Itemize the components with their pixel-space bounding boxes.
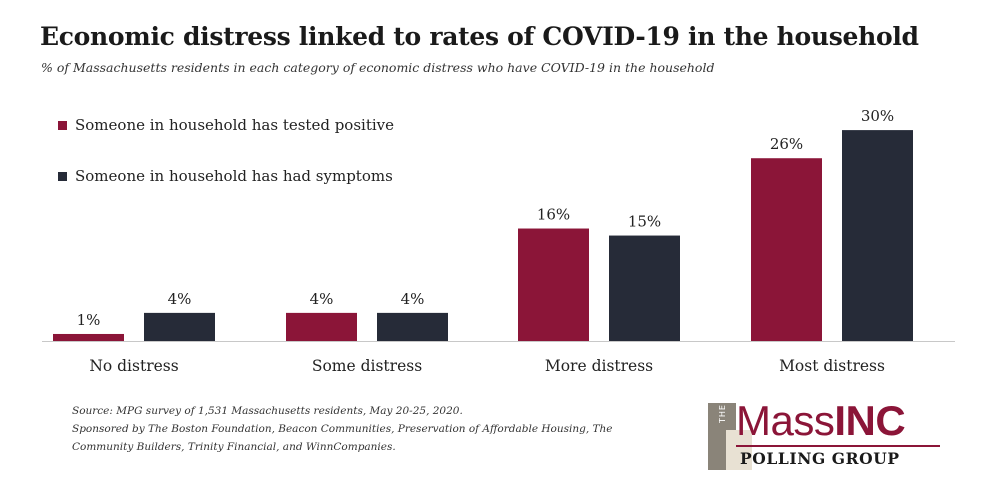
- legend: Someone in household has tested positive…: [58, 114, 394, 216]
- logo-wordmark: MassINC: [736, 397, 906, 445]
- category-label-1: Some distress: [312, 357, 422, 375]
- category-label-2: More distress: [545, 357, 653, 375]
- bar-symptoms-0: [144, 312, 215, 341]
- data-label-symptoms-1: 4%: [401, 290, 425, 308]
- logo-rule: [736, 445, 940, 447]
- footnote: Source: MPG survey of 1,531 Massachusett…: [72, 402, 632, 456]
- bar-symptoms-3: [842, 130, 913, 341]
- bar-tested-positive-2: [518, 228, 589, 341]
- bar-tested-positive-1: [286, 312, 357, 341]
- sponsor-note: Sponsored by The Boston Foundation, Beac…: [72, 423, 613, 453]
- chart-title: Economic distress linked to rates of COV…: [40, 22, 919, 51]
- logo-subtitle: POLLING GROUP: [740, 449, 900, 468]
- legend-label-tested-positive: Someone in household has tested positive: [75, 116, 395, 134]
- data-label-tested-positive-0: 1%: [77, 311, 101, 329]
- data-label-tested-positive-3: 26%: [770, 135, 803, 153]
- legend-item-symptoms: Someone in household has had symptoms: [58, 165, 394, 187]
- bar-chart: 1% 4% 16% 26% 4% 4% 15% 30% No distress Some dist…: [42, 107, 955, 375]
- category-label-3: Most distress: [779, 357, 885, 375]
- legend-swatch-tested-positive: [58, 120, 67, 130]
- logo-the-text: THE: [718, 404, 727, 423]
- data-label-tested-positive-1: 4%: [310, 290, 334, 308]
- data-label-symptoms-2: 15%: [628, 213, 661, 231]
- logo-block-light: [726, 430, 752, 470]
- category-label-0: No distress: [89, 357, 178, 375]
- logo-inc-text: INC: [834, 397, 906, 444]
- data-label-tested-positive-2: 16%: [537, 206, 570, 224]
- source-note: Source: MPG survey of 1,531 Massachusett…: [72, 405, 463, 417]
- data-label-symptoms-0: 4%: [168, 290, 192, 308]
- legend-label-symptoms: Someone in household has had symptoms: [75, 167, 393, 185]
- legend-swatch-symptoms: [58, 171, 67, 181]
- bar-tested-positive-3: [751, 158, 822, 341]
- data-label-symptoms-3: 30%: [861, 107, 894, 125]
- bar-tested-positive-0: [53, 333, 124, 341]
- legend-item-tested-positive: Someone in household has tested positive: [58, 114, 394, 136]
- chart-subtitle: % of Massachusetts residents in each cat…: [41, 60, 715, 75]
- bar-symptoms-1: [377, 312, 448, 341]
- massinc-logo: THE MassINC POLLING GROUP: [708, 397, 948, 473]
- bar-symptoms-2: [609, 235, 680, 341]
- logo-mass-text: Mass: [736, 397, 835, 444]
